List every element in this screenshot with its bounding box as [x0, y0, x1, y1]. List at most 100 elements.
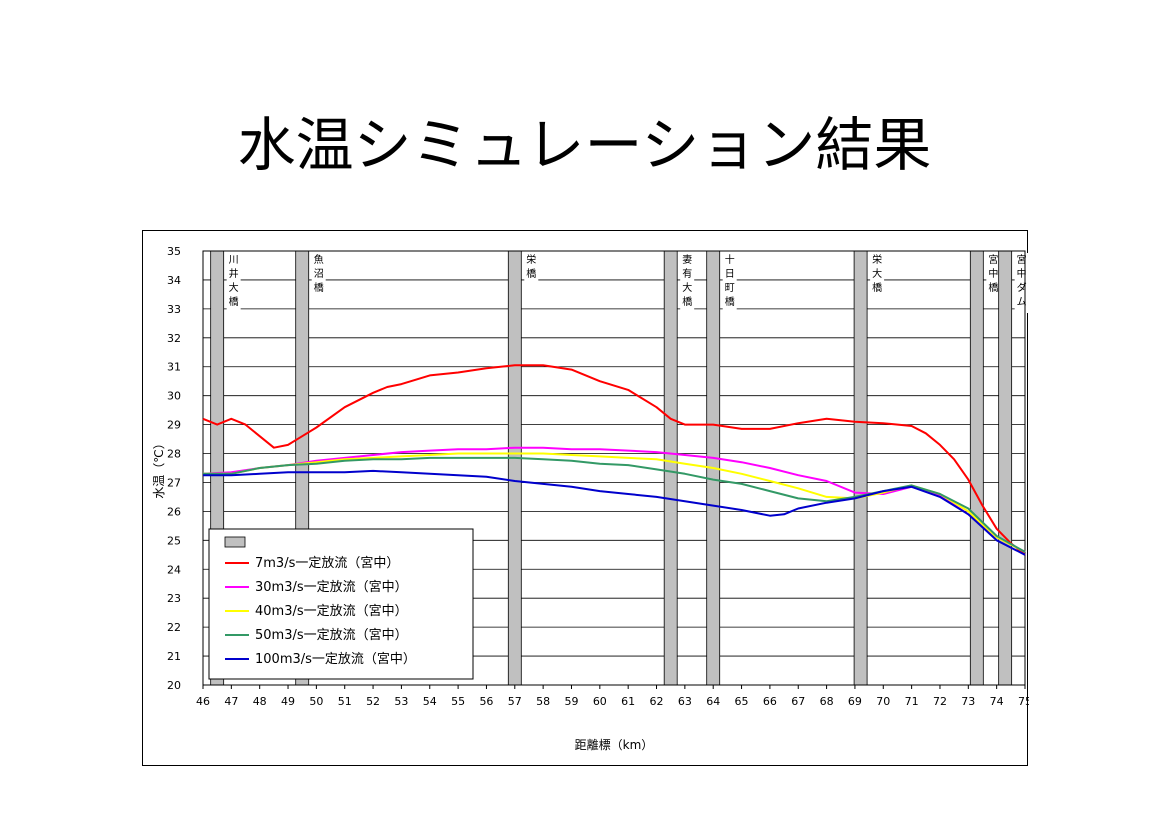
bridge-label: 日 [725, 269, 735, 280]
x-tick-label: 69 [848, 695, 862, 708]
bridge-label: 橋 [872, 281, 882, 294]
bridge-band [969, 250, 984, 686]
y-tick-label: 26 [167, 505, 181, 518]
bridge-label-bg [722, 253, 737, 313]
bridge-label: 川 [229, 255, 239, 266]
bridge-label: 橋 [725, 295, 735, 308]
chart-frame: 川井大橋魚沼橋栄橋妻有大橋十日町橋栄大橋宮中橋宮中ダム 20 21 22 23 24 25… [142, 230, 1029, 766]
bridge-label: 魚 [314, 253, 324, 266]
legend-label: 30m3/s一定放流（宮中） [255, 579, 408, 595]
x-tick-label: 59 [564, 695, 578, 708]
x-tick-label: 72 [933, 695, 947, 708]
bridge-band [663, 250, 678, 686]
legend-label: 7m3/s一定放流（宮中） [255, 555, 399, 571]
series-line [202, 446, 1026, 553]
y-tick-label: 33 [167, 303, 181, 316]
bridge-label: 井 [229, 267, 239, 280]
bridge-label-bg [226, 253, 241, 313]
bridge-label: 町 [725, 283, 735, 294]
legend-label: 100m3/s一定放流（宮中） [255, 651, 416, 667]
plot-area [202, 250, 1026, 686]
bridge-band [507, 250, 522, 686]
bridge-label: 大 [229, 281, 239, 294]
bridge-label: 十 [725, 253, 735, 266]
series-line [202, 364, 1026, 556]
y-tick-label: 25 [167, 534, 181, 547]
legend-swatch-bridge [224, 536, 246, 548]
x-tick-label: 47 [224, 695, 238, 708]
bridge-band [998, 250, 1013, 686]
legend-label: 50m3/s一定放流（宮中） [255, 627, 408, 643]
x-axis-title: 距離標（km） [575, 738, 654, 752]
x-tick-label: 53 [394, 695, 408, 708]
bridge-label: 中 [1017, 267, 1027, 280]
y-tick-label: 20 [167, 679, 181, 692]
bridge-label: 栄 [872, 254, 882, 266]
y-tick-label: 22 [167, 621, 181, 634]
bridge-band [853, 250, 868, 686]
x-tick-label: 62 [650, 695, 664, 708]
legend-label: 40m3/s一定放流（宮中） [255, 603, 408, 619]
x-tick-label: 73 [961, 695, 975, 708]
x-tick-label: 61 [621, 695, 635, 708]
y-tick-label: 30 [167, 390, 181, 403]
x-tick-label: 58 [536, 695, 550, 708]
bridge-label: 妻 [682, 253, 692, 266]
bridge-label-bg [680, 253, 695, 313]
x-tick-label: 75 [1018, 695, 1029, 708]
x-tick-label: 60 [593, 695, 607, 708]
series-line [203, 469, 1026, 556]
x-tick-label: 65 [735, 695, 749, 708]
bridge-label: 中 [988, 267, 998, 280]
y-tick-label: 21 [167, 650, 181, 663]
bridge-label: 橋 [682, 295, 692, 308]
bridge-label-bg [311, 253, 326, 299]
x-tick-label: 56 [479, 695, 493, 708]
x-tick-label: 50 [309, 695, 323, 708]
legend-box [208, 528, 474, 680]
y-axis-title: 水温（℃） [152, 437, 166, 498]
y-tick-label: 32 [167, 332, 181, 345]
y-tick-label: 31 [167, 361, 181, 374]
bridge-label: ム [1017, 296, 1027, 308]
bridge-label-bg [986, 253, 1001, 299]
x-tick-label: 52 [366, 695, 380, 708]
x-tick-label: 68 [820, 695, 834, 708]
x-tick-label: 57 [508, 695, 522, 708]
y-tick-label: 28 [167, 448, 181, 461]
x-tick-label: 55 [451, 695, 465, 708]
page-title: 水温シミュレーション結果 [237, 111, 932, 179]
x-tick-label: 54 [423, 695, 437, 708]
x-tick-label: 48 [253, 695, 267, 708]
y-tick-label: 23 [167, 592, 181, 605]
x-tick-label: 66 [763, 695, 777, 708]
x-tick-label: 63 [678, 695, 692, 708]
bridge-label: 橋 [526, 267, 536, 280]
x-tick-label: 46 [196, 695, 210, 708]
x-tick-label: 64 [706, 695, 720, 708]
bridge-label: 大 [682, 281, 692, 294]
x-tick-label: 71 [905, 695, 919, 708]
y-tick-label: 27 [167, 476, 181, 489]
bridge-label: 宮 [988, 253, 998, 266]
bridge-label: 有 [682, 267, 692, 280]
x-tick-label: 74 [990, 695, 1004, 708]
x-tick-label: 70 [876, 695, 890, 708]
bridge-label: 沼 [314, 267, 324, 280]
bridge-label: 橋 [229, 295, 239, 308]
y-tick-label: 34 [167, 274, 181, 287]
y-tick-label: 35 [167, 245, 181, 258]
bridge-label: 大 [872, 267, 882, 280]
bridge-label-bg [524, 253, 539, 285]
x-tick-label: 49 [281, 695, 295, 708]
x-tick-label: 67 [791, 695, 805, 708]
bridge-label: ダ [1017, 281, 1027, 294]
bridge-label: 橋 [988, 281, 998, 294]
series-line [203, 452, 1026, 553]
bridge-label: 橋 [314, 281, 324, 294]
y-tick-label: 29 [167, 419, 181, 432]
y-tick-label: 24 [167, 563, 181, 576]
bridge-label-bg [870, 253, 885, 299]
bridge-label: 宮 [1017, 253, 1027, 266]
